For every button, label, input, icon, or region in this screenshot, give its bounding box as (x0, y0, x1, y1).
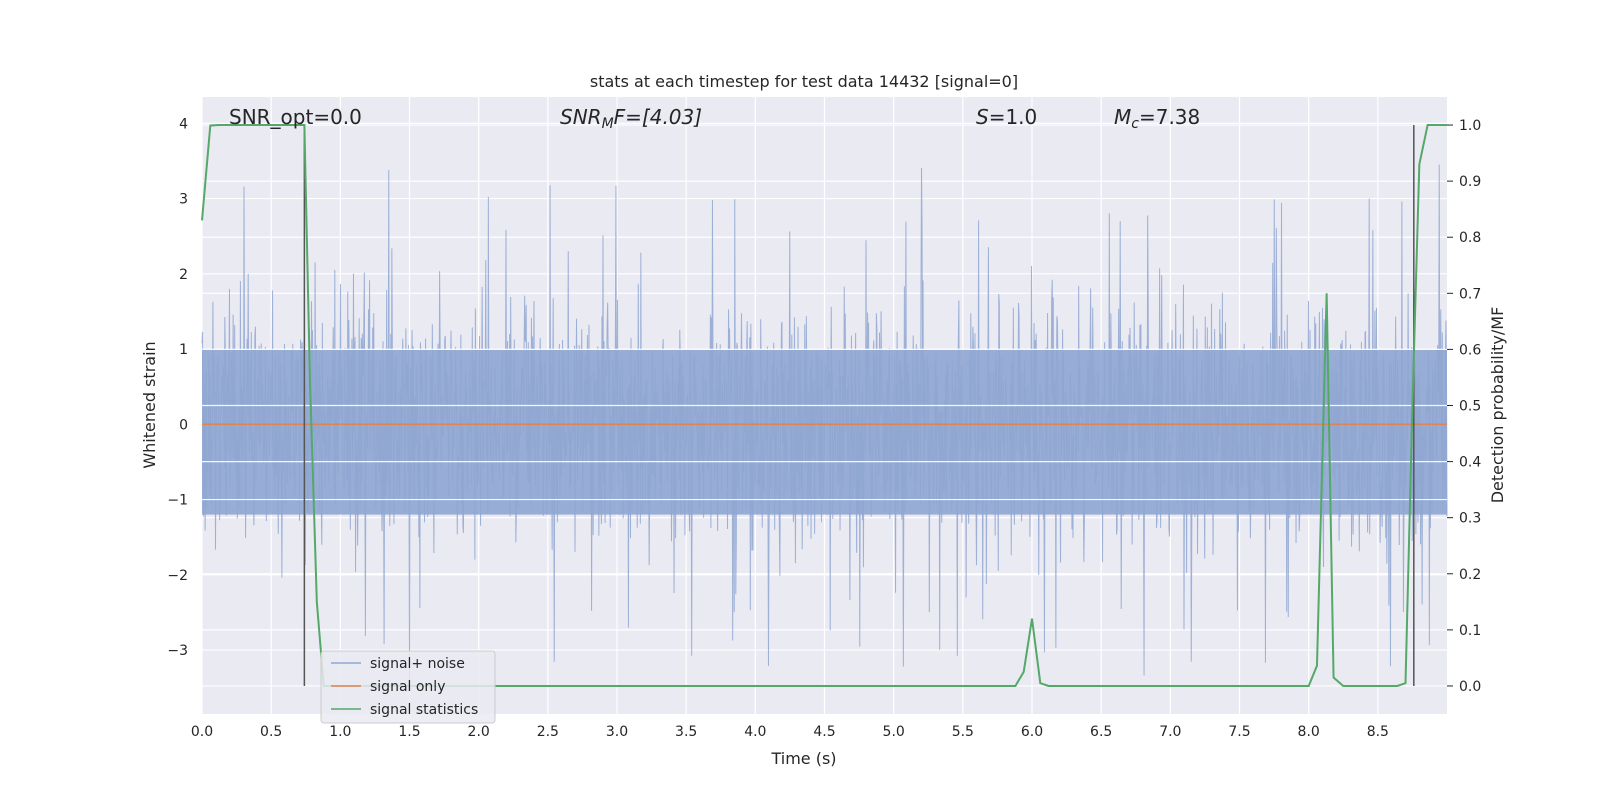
x-tick-label: 2.0 (468, 724, 490, 740)
x-tick-label: 5.5 (952, 724, 974, 740)
x-tick-label: 1.0 (329, 724, 351, 740)
y-tick-label-left: 3 (179, 192, 188, 208)
y-tick-label-right: 0.5 (1459, 399, 1481, 415)
y-tick-label-right: 0.9 (1459, 174, 1481, 190)
signal-statistics-series (201, 124, 1447, 687)
legend: signal+ noise signal only signal statist… (320, 650, 496, 724)
y-tick-label-left: −3 (167, 643, 188, 659)
y-tick-label-left: 0 (179, 417, 188, 433)
mc-rest: =7.38 (1139, 105, 1200, 129)
x-tick-label: 7.0 (1159, 724, 1181, 740)
y-tick-label-left: 2 (179, 267, 188, 283)
s-annotation: S=1.0 (976, 105, 1037, 129)
y-tick-label-left: 1 (179, 342, 188, 358)
y-tick-label-right: 0.6 (1459, 342, 1481, 358)
vertical-markers (303, 125, 1415, 686)
y-tick-label-left: 4 (179, 116, 188, 132)
x-tick-label: 6.0 (1021, 724, 1043, 740)
legend-label-signal-only: signal only (370, 679, 445, 695)
x-tick-label: 4.0 (744, 724, 766, 740)
signal-noise-series (201, 164, 1448, 687)
s-main: S (976, 105, 989, 129)
y-tick-label-right: 0.7 (1459, 286, 1481, 302)
mc-main: M (1114, 105, 1131, 129)
mc-subscript: c (1131, 116, 1139, 132)
tick-labels: 0.0 0.5 1.0 1.5 2.0 2.5 3.0 3.5 4.0 4.5 5.0 5.5 6.0 6… (167, 116, 1481, 740)
x-tick-label: 4.5 (813, 724, 835, 740)
legend-box (320, 650, 496, 724)
y-tick-label-left: −1 (167, 493, 188, 509)
signal-statistics-line (201, 124, 1447, 687)
mc-annotation: Mc=7.38 (1114, 105, 1200, 132)
x-tick-label: 3.0 (606, 724, 628, 740)
x-tick-label: 8.5 (1367, 724, 1389, 740)
chart-title: stats at each timestep for test data 144… (590, 72, 1018, 91)
y-axis-label-left: Whitened strain (140, 341, 159, 468)
y-tick-label-right: 1.0 (1459, 118, 1481, 134)
x-tick-label: 0.0 (191, 724, 213, 740)
x-tick-label: 1.5 (398, 724, 420, 740)
x-tick-label: 7.5 (1228, 724, 1250, 740)
y-tick-label-right: 0.0 (1459, 679, 1481, 695)
y-tick-label-right: 0.8 (1459, 230, 1481, 246)
legend-label-signal-noise: signal+ noise (370, 656, 465, 672)
x-tick-label: 6.5 (1090, 724, 1112, 740)
x-tick-label: 8.0 (1298, 724, 1320, 740)
y-tick-label-left: −2 (167, 568, 188, 584)
s-rest: =1.0 (989, 105, 1038, 129)
legend-label-signal-statistics: signal statistics (370, 702, 478, 718)
signal-noise-band (202, 349, 1447, 515)
y-tick-label-right: 0.3 (1459, 511, 1481, 527)
snr-opt-annotation: SNR_opt=0.0 (229, 105, 362, 129)
snr-mf-subscript: M (602, 116, 614, 132)
snr-mf-rest: F=[4.03] (614, 105, 702, 129)
snr-mf-main: SNR (560, 105, 602, 129)
x-tick-label: 5.0 (883, 724, 905, 740)
x-tick-label: 2.5 (537, 724, 559, 740)
y-tick-label-right: 0.2 (1459, 567, 1481, 583)
snr-mf-annotation: SNRMF=[4.03] (560, 105, 702, 132)
y-tick-label-right: 0.4 (1459, 455, 1481, 471)
y-axis-label-right: Detection probability/MF (1488, 307, 1507, 504)
y-tick-label-right: 0.1 (1459, 623, 1481, 639)
x-axis-label: Time (s) (770, 749, 836, 768)
x-tick-label: 3.5 (675, 724, 697, 740)
x-tick-label: 0.5 (260, 724, 282, 740)
